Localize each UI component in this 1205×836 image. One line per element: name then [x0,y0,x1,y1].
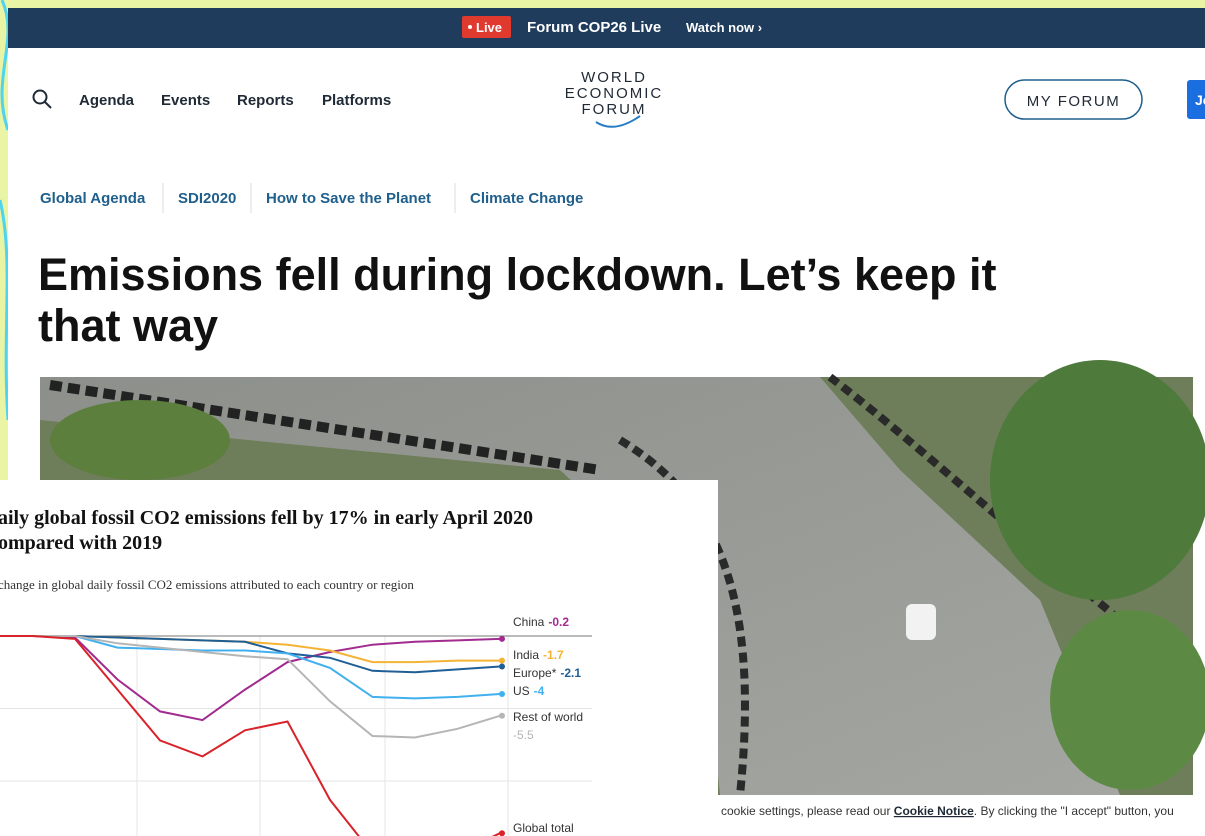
end-dot [499,713,505,719]
logo[interactable]: ECONOMIC [565,85,664,102]
join-label: Join [1195,92,1205,108]
breadcrumb[interactable]: Global Agenda [40,190,146,207]
nav-link[interactable]: Events [161,92,210,109]
series-value: -1.7 [543,648,564,662]
live-dot [468,25,472,29]
series-name: Global total [513,821,574,835]
series-name: Europe* [513,666,557,680]
cookie-text: cookie settings, please read our [721,804,894,818]
series-value: -4 [534,684,545,698]
series-name: China [513,615,545,629]
headline: that way [38,300,218,351]
end-dot [499,691,505,697]
my-forum-label: MY FORUM [1027,93,1120,110]
series-label: Global total [513,821,574,835]
breadcrumb[interactable]: Climate Change [470,190,583,207]
chart-title: ompared with 2019 [0,532,162,554]
series-value: -2.1 [560,666,581,680]
series-label: US -4 [513,684,545,698]
end-dot [499,830,505,836]
end-dot [499,658,505,664]
chart-overlay: aily global fossil CO2 emissions fell by… [0,480,718,836]
banner-title[interactable]: Forum COP26 Live [527,19,661,36]
logo[interactable]: WORLD [581,69,647,86]
nav-link[interactable]: Platforms [322,92,391,109]
series-name: US [513,684,530,698]
series-value: -5.5 [513,728,534,742]
cookie-text: cookie settings, please read our Cookie … [721,804,1174,818]
series-name: India [513,648,539,662]
series-label: Rest of world [513,710,583,724]
page: Live Forum COP26 Live Watch now › Agenda… [0,0,1205,836]
nav-link[interactable]: Agenda [79,92,135,109]
cookie-text: . By clicking the "I accept" button, you [974,804,1174,818]
series-label: Europe*-2.1 [513,666,581,680]
series-label: China-0.2 [513,615,569,629]
chart-subtitle: change in global daily fossil CO2 emissi… [0,577,414,592]
end-dot [499,636,505,642]
end-dot [499,663,505,669]
logo[interactable]: FORUM [582,101,647,118]
series-label: India -1.7 [513,648,564,662]
breadcrumb[interactable]: How to Save the Planet [266,190,431,207]
nav-link[interactable]: Reports [237,92,294,109]
chart-title: aily global fossil CO2 emissions fell by… [0,507,533,529]
cookie-link[interactable]: Cookie Notice [894,804,974,818]
banner-cta[interactable]: Watch now › [686,20,762,35]
series-value: -0.2 [548,615,569,629]
live-label: Live [476,20,502,35]
breadcrumb[interactable]: SDI2020 [178,190,236,207]
series-name: Rest of world [513,710,583,724]
screenshot: Live Forum COP26 Live Watch now › Agenda… [0,0,1205,836]
headline: Emissions fell during lockdown. Let’s ke… [38,249,997,300]
